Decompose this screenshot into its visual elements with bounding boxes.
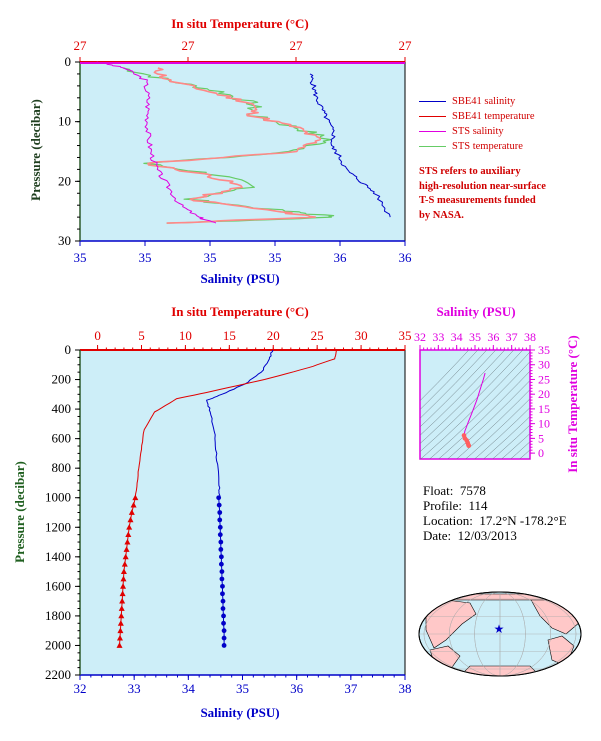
note-line: T-S measurements funded	[419, 194, 594, 209]
top-plot-y-axis-title: Pressure (decibar)	[28, 99, 43, 201]
legend-label: STS salinity	[452, 126, 504, 137]
main-plot-bottom-axis-title: Salinity (PSU)	[200, 705, 279, 720]
main-plot-top-tick-label: 5	[138, 328, 145, 343]
top-plot-bottom-tick-label: 35	[204, 250, 217, 265]
main-plot-bottom-tick-label: 36	[290, 681, 304, 696]
main-plot-y-tick-label: 2200	[45, 667, 71, 682]
ts-top-tick-label: 33	[432, 330, 444, 344]
date-value: 12/03/2013	[458, 528, 517, 543]
main-plot-bottom-tick-label: 35	[236, 681, 249, 696]
main-plot-y-tick-label: 1000	[45, 490, 71, 505]
ts-right-tick-label: 10	[538, 417, 550, 431]
main-plot-y-tick-label: 1200	[45, 519, 71, 534]
date-label: Date:	[423, 528, 451, 543]
top-plot-bottom-axis-title: Salinity (PSU)	[200, 271, 279, 286]
legend-item: STS salinity	[419, 124, 535, 139]
ts-right-tick-label: 25	[538, 372, 550, 386]
main-plot-y-tick-label: 1800	[45, 608, 71, 623]
top-plot-top-tick-label: 27	[182, 38, 196, 53]
top-plot-bottom-tick-label: 36	[399, 250, 413, 265]
ts-right-tick-label: 15	[538, 402, 550, 416]
top-plot-bottom-tick-label: 36	[334, 250, 348, 265]
top-plot-bottom-tick-label: 35	[269, 250, 282, 265]
top-plot-area	[80, 62, 405, 241]
ts-right-tick-label: 5	[538, 431, 544, 445]
legend-label: SBE41 temperature	[452, 111, 535, 122]
top-plot-top-tick-label: 27	[74, 38, 88, 53]
main-plot-top-tick-label: 20	[267, 328, 280, 343]
ts-right-tick-label: 20	[538, 387, 550, 401]
main-plot-top-tick-label: 25	[311, 328, 324, 343]
top-plot-y-tick-label: 10	[58, 114, 71, 129]
ts-top-tick-label: 35	[469, 330, 481, 344]
main-plot-y-tick-label: 1400	[45, 549, 71, 564]
top-plot-y-tick-label: 30	[58, 233, 71, 248]
legend-item: STS temperature	[419, 139, 535, 154]
main-plot-area	[80, 350, 405, 675]
top-plot-top-tick-label: 27	[290, 38, 304, 53]
float-info: Float: 7578 Profile: 114 Location: 17.2°…	[423, 483, 567, 543]
ts-top-tick-label: 34	[451, 330, 463, 344]
legend-item: SBE41 salinity	[419, 94, 535, 109]
ts-marker	[466, 443, 471, 448]
top-plot-bottom-tick-label: 35	[74, 250, 87, 265]
main-plot-bottom-tick-label: 34	[182, 681, 196, 696]
float-label: Float:	[423, 483, 453, 498]
float-row: Float: 7578	[423, 483, 567, 498]
ts-top-tick-label: 37	[506, 330, 518, 344]
ts-right-tick-label: 0	[538, 446, 544, 460]
main-plot-top-tick-label: 15	[223, 328, 236, 343]
ts-top-tick-label: 38	[524, 330, 536, 344]
top-plot-bottom-tick-label: 35	[139, 250, 152, 265]
main-plot-y-tick-label: 400	[52, 401, 72, 416]
ts-right-tick-label: 30	[538, 358, 550, 372]
float-value: 7578	[460, 483, 486, 498]
main-plot-top-tick-label: 30	[355, 328, 368, 343]
ts-right-axis-title: In situ Temperature (°C)	[565, 335, 580, 473]
main-plot-y-tick-label: 200	[52, 372, 72, 387]
ts-right-tick-label: 35	[538, 343, 550, 357]
legend: SBE41 salinity SBE41 temperature STS sal…	[419, 94, 535, 154]
main-plot-bottom-tick-label: 32	[74, 681, 87, 696]
main-plot-bottom-tick-label: 37	[344, 681, 358, 696]
main-plot-bottom-tick-label: 38	[399, 681, 412, 696]
main-plot-y-tick-label: 0	[65, 342, 72, 357]
legend-label: STS temperature	[452, 141, 523, 152]
profile-label: Profile:	[423, 498, 462, 513]
top-plot-top-tick-label: 27	[399, 38, 413, 53]
main-plot-y-tick-label: 1600	[45, 578, 71, 593]
main-plot-y-tick-label: 2000	[45, 637, 71, 652]
date-row: Date: 12/03/2013	[423, 528, 567, 543]
main-plot-y-tick-label: 800	[52, 460, 72, 475]
location-row: Location: 17.2°N -178.2°E	[423, 513, 567, 528]
ts-top-tick-label: 32	[414, 330, 426, 344]
main-plot-top-tick-label: 35	[399, 328, 412, 343]
top-plot-y-tick-label: 0	[65, 54, 72, 69]
legend-label: SBE41 salinity	[452, 96, 515, 107]
ts-top-axis-title: Salinity (PSU)	[436, 304, 515, 319]
main-plot-top-tick-label: 0	[94, 328, 101, 343]
note-line: by NASA.	[419, 209, 594, 224]
sts-note: STS refers to auxiliary high-resolution …	[419, 165, 594, 223]
location-label: Location:	[423, 513, 473, 528]
profile-value: 114	[469, 498, 488, 513]
top-plot-top-axis-title: In situ Temperature (°C)	[171, 16, 309, 31]
profile-row: Profile: 114	[423, 498, 567, 513]
note-line: STS refers to auxiliary	[419, 165, 594, 180]
float-location-star: ★	[494, 622, 505, 636]
main-plot-bottom-tick-label: 33	[128, 681, 141, 696]
location-value: 17.2°N -178.2°E	[479, 513, 566, 528]
note-line: high-resolution near-surface	[419, 180, 594, 195]
main-plot-top-axis-title: In situ Temperature (°C)	[171, 304, 309, 319]
main-plot-top-tick-label: 10	[179, 328, 192, 343]
legend-item: SBE41 temperature	[419, 109, 535, 124]
ts-top-tick-label: 36	[487, 330, 499, 344]
main-plot-y-axis-title: Pressure (decibar)	[12, 461, 27, 563]
top-plot-y-tick-label: 20	[58, 173, 71, 188]
main-plot-y-tick-label: 600	[52, 431, 72, 446]
